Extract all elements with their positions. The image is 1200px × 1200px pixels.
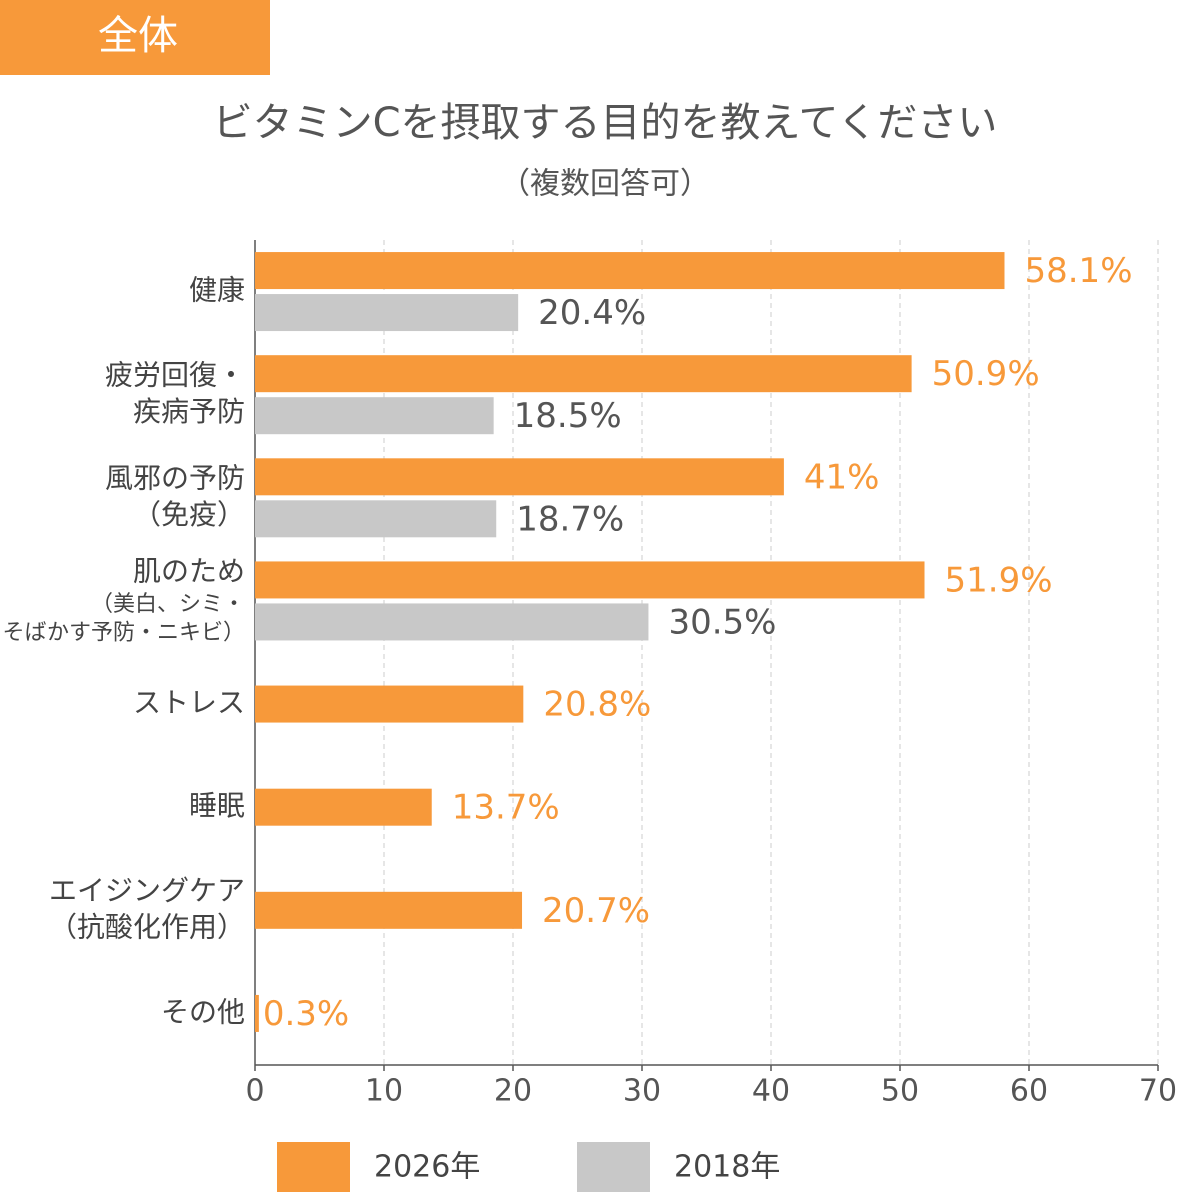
chart-title: ビタミンCを摂取する目的を教えてください <box>213 100 998 146</box>
category-line: （抗酸化作用） <box>49 911 245 944</box>
bar <box>255 294 519 332</box>
x-tick-label: 10 <box>365 1074 403 1109</box>
value-label: 18.5% <box>514 396 622 436</box>
category-line: 疲労回復・ <box>105 358 245 391</box>
bar <box>255 561 925 599</box>
value-label: 58.1% <box>1024 251 1132 291</box>
category-line: 健康 <box>189 274 245 307</box>
badge: 全体 <box>98 13 178 59</box>
value-label: 50.9% <box>932 354 1040 394</box>
x-tick-label: 50 <box>881 1074 919 1109</box>
category-line: その他 <box>161 995 245 1028</box>
category-line: 風邪の予防 <box>105 462 245 495</box>
x-tick-label: 70 <box>1139 1074 1177 1109</box>
category-label: ストレス <box>133 686 245 719</box>
category-line: エイジングケア <box>49 874 245 907</box>
legend-swatch <box>577 1142 650 1192</box>
bar <box>255 788 432 826</box>
category-line: （免疫） <box>133 498 245 531</box>
bar <box>255 994 259 1032</box>
chart-subtitle: （複数回答可） <box>500 167 710 202</box>
x-tick-label: 60 <box>1010 1074 1048 1109</box>
bar <box>255 458 784 496</box>
category-label: 肌のため （美白、シミ・そばかす予防・ニキビ） <box>3 554 245 645</box>
value-label: 51.9% <box>945 560 1053 600</box>
value-label: 18.7% <box>516 499 624 539</box>
x-tick-label: 30 <box>623 1074 661 1109</box>
legend-swatch <box>277 1142 350 1192</box>
value-label: 20.8% <box>543 685 651 725</box>
category-label: 健康 <box>189 274 245 307</box>
value-label: 20.4% <box>538 293 646 333</box>
category-label: その他 <box>161 995 245 1028</box>
category-line: ストレス <box>133 686 245 719</box>
category-label: 風邪の予防（免疫） <box>105 462 245 531</box>
bar <box>255 891 523 929</box>
x-tick-label: 40 <box>752 1074 790 1109</box>
category-label: 疲労回復・疾病予防 <box>105 358 245 427</box>
category-line: そばかす予防・ニキビ） <box>3 620 245 645</box>
bar <box>255 500 497 538</box>
legend-label: 2018年 <box>674 1150 780 1185</box>
bar <box>255 685 524 723</box>
category-line: （美白、シミ・ <box>91 592 245 617</box>
bar <box>255 252 1005 290</box>
category-line: 睡眠 <box>189 789 245 822</box>
value-label: 30.5% <box>668 602 776 642</box>
bar <box>255 603 649 641</box>
category-line: 疾病予防 <box>133 395 245 428</box>
value-label: 20.7% <box>542 891 650 931</box>
legend-label: 2026年 <box>374 1150 480 1185</box>
category-line: 肌のため <box>133 554 245 587</box>
value-label: 13.7% <box>452 788 560 828</box>
category-label: 睡眠 <box>189 789 245 822</box>
value-label: 0.3% <box>263 994 349 1034</box>
category-label: エイジングケア （抗酸化作用） <box>49 874 245 943</box>
badge-bg <box>0 0 270 75</box>
x-tick-label: 0 <box>245 1074 264 1109</box>
value-label: 41% <box>804 457 880 497</box>
bar <box>255 355 912 393</box>
bar <box>255 397 494 435</box>
x-tick-label: 20 <box>494 1074 532 1109</box>
